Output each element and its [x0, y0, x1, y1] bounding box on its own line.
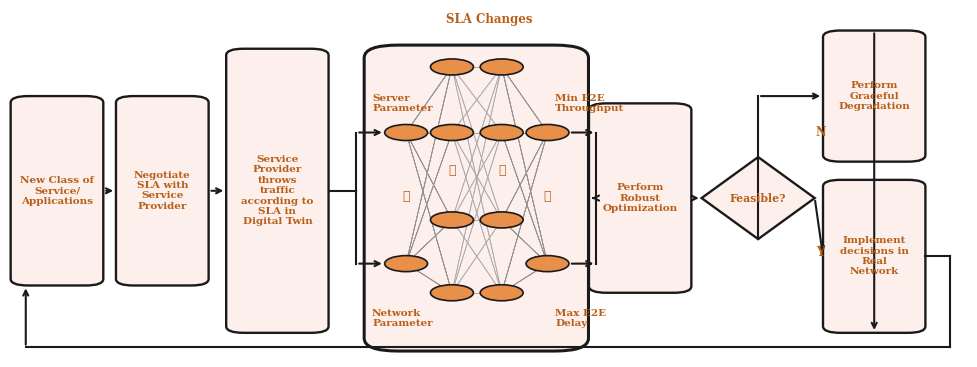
FancyBboxPatch shape	[116, 96, 208, 286]
Text: Server
Parameter: Server Parameter	[371, 94, 432, 113]
Text: N: N	[815, 126, 826, 139]
Text: Service
Provider
throws
traffic
according to
SLA in
Digital Twin: Service Provider throws traffic accordin…	[241, 155, 314, 226]
FancyBboxPatch shape	[823, 30, 924, 161]
FancyBboxPatch shape	[363, 45, 588, 351]
Text: Min E2E
Throughput: Min E2E Throughput	[555, 94, 624, 113]
Text: Implement
decisions in
Real
Network: Implement decisions in Real Network	[839, 236, 908, 276]
Circle shape	[430, 124, 473, 141]
FancyBboxPatch shape	[588, 103, 691, 293]
Circle shape	[430, 59, 473, 75]
Circle shape	[430, 285, 473, 301]
Text: Feasible?: Feasible?	[729, 193, 786, 204]
Circle shape	[430, 212, 473, 228]
Text: Network
Parameter: Network Parameter	[371, 309, 432, 328]
Text: New Class of
Service/
Applications: New Class of Service/ Applications	[20, 176, 94, 206]
Circle shape	[480, 212, 523, 228]
Circle shape	[526, 124, 569, 141]
Polygon shape	[701, 157, 814, 239]
Circle shape	[480, 59, 523, 75]
Text: ⋮: ⋮	[447, 164, 455, 177]
FancyBboxPatch shape	[11, 96, 104, 286]
Text: Perform
Graceful
Degradation: Perform Graceful Degradation	[837, 81, 910, 111]
Text: SLA Changes: SLA Changes	[446, 13, 531, 26]
Circle shape	[480, 124, 523, 141]
Text: ⋮: ⋮	[497, 164, 505, 177]
Text: Negotiate
SLA with
Service
Provider: Negotiate SLA with Service Provider	[134, 171, 191, 211]
FancyBboxPatch shape	[226, 49, 328, 333]
Circle shape	[384, 256, 427, 272]
Circle shape	[480, 285, 523, 301]
Text: Y: Y	[816, 246, 824, 259]
FancyBboxPatch shape	[823, 180, 924, 333]
Text: ⋮: ⋮	[543, 190, 551, 203]
Text: ⋮: ⋮	[402, 190, 409, 203]
Circle shape	[384, 124, 427, 141]
Text: Max E2E
Delay: Max E2E Delay	[555, 309, 606, 328]
Text: Perform
Robust
Optimization: Perform Robust Optimization	[602, 183, 677, 213]
Circle shape	[526, 256, 569, 272]
